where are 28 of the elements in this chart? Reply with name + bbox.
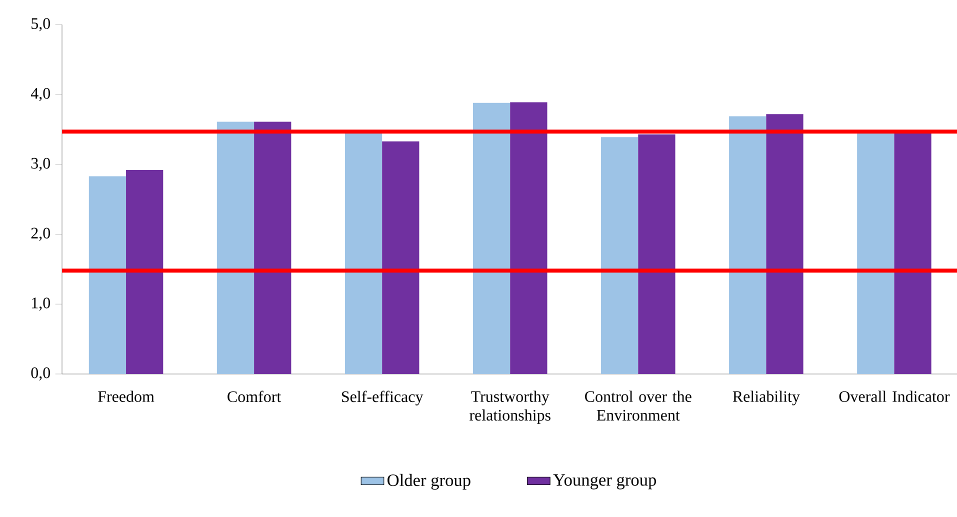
x-tick-label: Reliability [732, 390, 800, 406]
bar [216, 122, 254, 374]
bar [729, 116, 766, 374]
legend-label: Older group [388, 474, 470, 490]
y-tick-label: 3,0 [31, 158, 50, 171]
bar [344, 132, 382, 374]
bar [510, 102, 548, 374]
y-tick-label: 1,0 [32, 298, 50, 311]
legend-label: Younger group [553, 474, 656, 490]
y-tick-label: 4,0 [30, 88, 50, 102]
bar [638, 134, 676, 374]
bar [88, 176, 126, 374]
x-tick-label: Overall Indicator [839, 390, 950, 402]
bar [254, 122, 292, 374]
bar [126, 170, 164, 374]
x-tick-label: Trustworthy relationships [470, 390, 550, 424]
y-tick-label: 0,0 [31, 367, 50, 381]
bar [472, 102, 510, 374]
x-tick-label: Control over the Environment [585, 390, 692, 421]
bar [857, 132, 894, 374]
y-tick-label: 5,0 [32, 18, 50, 32]
x-tick-label: Comfort [228, 390, 282, 402]
bar [601, 137, 638, 374]
x-tick-label: Freedom [98, 390, 154, 402]
bar [382, 141, 420, 374]
y-tick-label: 2,0 [31, 228, 50, 241]
bar [766, 114, 804, 374]
x-tick-label: Self-efficacy [342, 390, 424, 406]
